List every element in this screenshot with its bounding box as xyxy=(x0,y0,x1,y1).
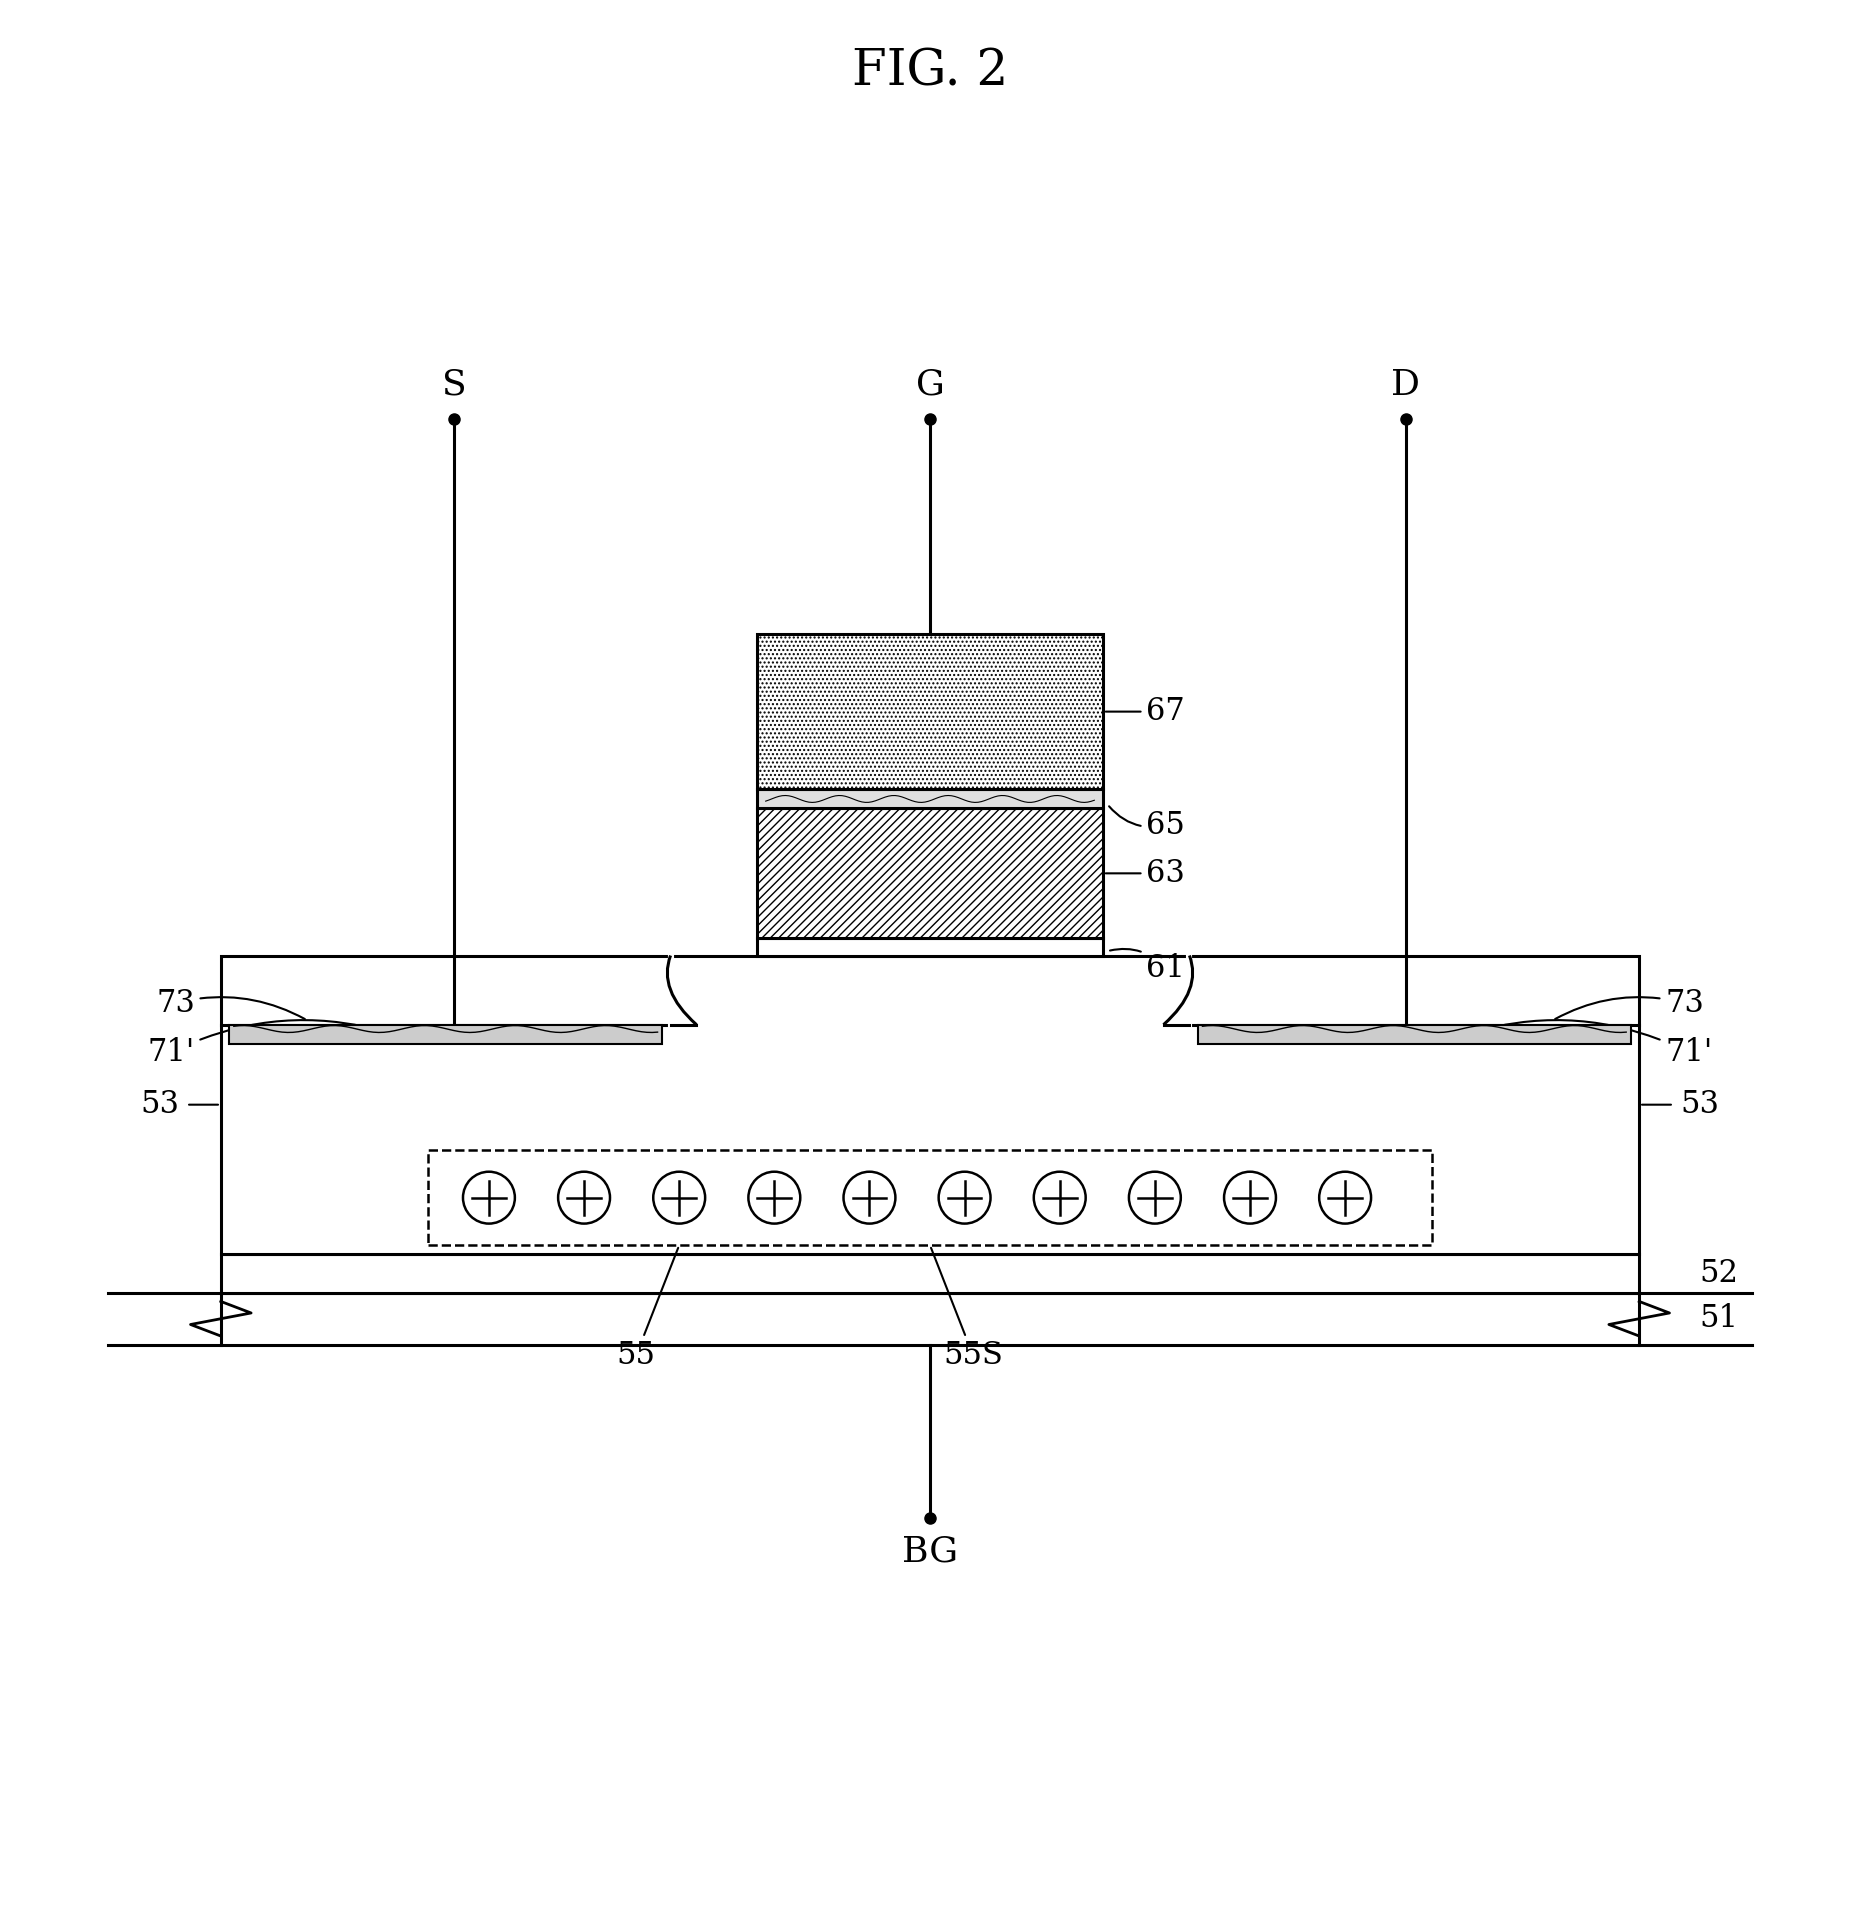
Text: 65: 65 xyxy=(1109,806,1185,841)
Text: BG: BG xyxy=(902,1535,958,1569)
Text: D: D xyxy=(1391,369,1421,401)
Text: 55: 55 xyxy=(616,1248,679,1372)
Text: G: G xyxy=(915,369,945,401)
Text: 73: 73 xyxy=(1555,988,1704,1019)
Bar xyxy=(428,1150,1432,1246)
Bar xyxy=(1198,1024,1631,1043)
Text: 67: 67 xyxy=(1105,696,1185,726)
Text: 51: 51 xyxy=(1700,1303,1739,1334)
Bar xyxy=(229,1024,662,1043)
Bar xyxy=(221,1254,1639,1292)
Text: 61: 61 xyxy=(1110,950,1185,984)
Text: 63: 63 xyxy=(1105,858,1185,889)
Text: 55S: 55S xyxy=(932,1248,1003,1372)
Text: 71': 71' xyxy=(147,1020,391,1068)
Bar xyxy=(757,634,1103,789)
Text: 71': 71' xyxy=(1469,1020,1713,1068)
Bar xyxy=(221,1292,1639,1345)
Bar xyxy=(757,808,1103,938)
Bar xyxy=(221,956,1639,1254)
Text: 53: 53 xyxy=(141,1089,180,1120)
Text: FIG. 2: FIG. 2 xyxy=(852,48,1008,97)
Text: S: S xyxy=(443,369,467,401)
Text: 73: 73 xyxy=(156,988,305,1019)
Text: 52: 52 xyxy=(1700,1257,1739,1288)
Bar xyxy=(757,938,1103,956)
Text: 53: 53 xyxy=(1680,1089,1719,1120)
Bar xyxy=(757,789,1103,808)
